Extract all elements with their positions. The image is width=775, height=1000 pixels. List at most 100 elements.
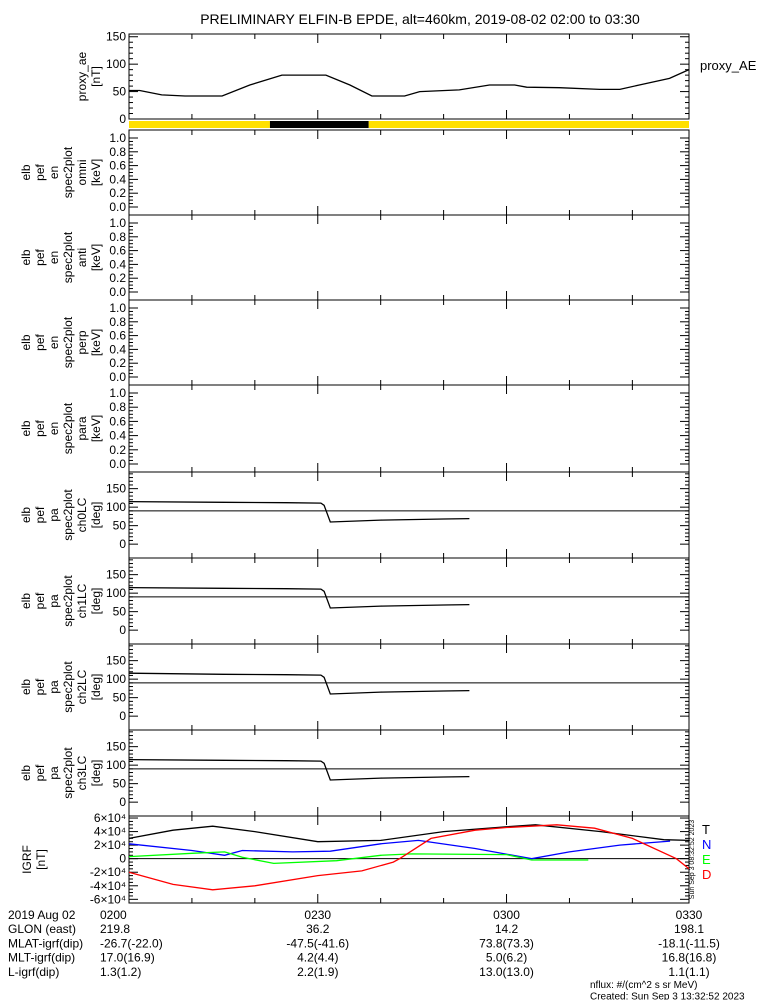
y-tick-label: 0.0 <box>109 457 126 471</box>
plot-frame <box>128 299 690 386</box>
y-axis-label-line: pef <box>33 678 47 695</box>
y-axis-label-line: pa <box>47 594 61 608</box>
y-tick-label: -4×10⁴ <box>90 879 126 893</box>
legend-N: N <box>702 837 711 852</box>
y-axis-label-line: pef <box>33 419 47 436</box>
y-tick-label: 150 <box>106 740 126 754</box>
ephemeris-value: 16.8(16.8) <box>662 951 717 965</box>
plot-frame <box>128 129 690 216</box>
created-note: Created: Sun Sep 3 13:32:52 2023 <box>590 992 745 1000</box>
y-tick-label: -6×10⁴ <box>90 892 126 906</box>
plot-frame <box>128 643 690 731</box>
y-axis-label-line: pef <box>33 248 47 265</box>
series-line-n <box>128 839 671 860</box>
units-note: nflux: #/(cm^2 s sr MeV) <box>590 980 698 991</box>
y-tick-label: 50 <box>113 691 127 705</box>
y-tick-label: 0.8 <box>109 145 126 159</box>
ephemeris-value: 36.2 <box>306 922 330 936</box>
legend-proxy-ae: proxy_AE <box>700 58 757 73</box>
y-tick-label: 6×10⁴ <box>94 811 126 825</box>
y-tick-label: 1.0 <box>109 216 126 230</box>
ephemeris-value: 2.2(1.9) <box>297 965 338 979</box>
series-line-t <box>128 824 690 843</box>
y-axis-label-line: spec2plot <box>61 402 75 454</box>
y-axis-label-line: spec2plot <box>61 316 75 368</box>
y-tick-label: 1.0 <box>109 301 126 315</box>
y-tick-label: 50 <box>113 777 127 791</box>
y-axis-label-line: elb <box>19 765 33 781</box>
ephemeris-label: MLAT-igrf(dip) <box>8 936 83 950</box>
y-tick-label: 0.4 <box>109 172 126 186</box>
ephemeris-value: 17.0(16.9) <box>100 951 155 965</box>
y-axis-label-line: spec2plot <box>61 231 75 283</box>
y-tick-label: 100 <box>106 57 126 71</box>
y-axis-label-line: pef <box>33 163 47 180</box>
ephemeris-value: 13.0(13.0) <box>479 965 534 979</box>
y-tick-label: 0.6 <box>109 329 126 343</box>
y-tick-label: 2×10⁴ <box>94 838 126 852</box>
bar-segment-black <box>269 121 369 128</box>
y-axis-label-line: elb <box>19 593 33 609</box>
plot-frame <box>128 815 690 904</box>
y-axis-label-line: pef <box>33 333 47 350</box>
y-axis-label-line: proxy_ae <box>75 51 89 101</box>
y-tick-label: 150 <box>106 482 126 496</box>
y-axis-label-line: ch1LC <box>75 583 89 618</box>
y-tick-label: 0.4 <box>109 429 126 443</box>
creation-side-text: Sun Sep 3 08:32:52 2023 <box>689 820 696 900</box>
y-axis-label-line: IGRF <box>20 845 34 874</box>
y-tick-label: 50 <box>113 519 127 533</box>
ephemeris-row: 2019 Aug 02 0200 0230 0300 0330 <box>8 908 703 922</box>
y-tick-label: 0.4 <box>109 257 126 271</box>
ephemeris-value: 1.1(1.1) <box>668 965 709 979</box>
plot-frame <box>128 557 690 645</box>
y-tick-label: 0.6 <box>109 414 126 428</box>
ephemeris-label: GLON (east) <box>8 922 76 936</box>
plot-frame <box>128 33 690 120</box>
y-tick-label: 0.4 <box>109 342 126 356</box>
y-axis-label-line: omni <box>75 159 89 185</box>
ephemeris-value: 0200 <box>100 908 127 922</box>
y-tick-label: 100 <box>106 500 126 514</box>
y-tick-label: 0.0 <box>109 285 126 299</box>
y-tick-label: 0.2 <box>109 443 126 457</box>
legend-D: D <box>702 867 711 882</box>
y-axis-label-line: [keV] <box>89 415 103 442</box>
y-axis-label-line: en <box>47 251 61 264</box>
series-line-loss-cone <box>128 586 470 609</box>
ephemeris-value: 14.2 <box>495 922 519 936</box>
y-axis-label-line: [keV] <box>89 244 103 271</box>
y-axis-label-line: pef <box>33 506 47 523</box>
y-tick-label: 0 <box>119 709 126 723</box>
y-axis-label-line: en <box>47 422 61 435</box>
panel-para: 0.00.20.40.60.81.0 elb pef en spec2plot para[… <box>19 384 690 473</box>
plot-title: PRELIMINARY ELFIN-B EPDE, alt=460km, 201… <box>200 11 640 27</box>
y-axis-label-line: en <box>47 166 61 179</box>
y-tick-label: 0.6 <box>109 244 126 258</box>
panel-science_zone_bar <box>129 121 689 128</box>
y-tick-label: 0.8 <box>109 315 126 329</box>
ephemeris-value: -47.5(-41.6) <box>286 936 349 950</box>
ephemeris-value: 4.2(4.4) <box>297 951 338 965</box>
plot-frame <box>128 214 690 301</box>
y-tick-label: 150 <box>106 30 126 44</box>
panel-ch1LC: 0 50 100 150 elb pef pa spec2plot ch1LC [deg] <box>19 557 690 645</box>
y-axis-label-line: [deg] <box>89 674 103 701</box>
panel-ch0LC: 0 50 100 150 elb pef pa spec2plot ch0LC [deg] <box>19 471 690 559</box>
y-axis-label-line: elb <box>19 334 33 350</box>
y-tick-label: 0 <box>119 623 126 637</box>
y-axis-label-line: spec2plot <box>61 489 75 541</box>
y-axis-label-line: spec2plot <box>61 747 75 799</box>
plot-frame <box>128 729 690 817</box>
y-tick-label: 0.2 <box>109 356 126 370</box>
series-line-d <box>128 824 690 891</box>
y-tick-label: 0 <box>119 112 126 126</box>
ephemeris-value: 219.8 <box>100 922 130 936</box>
series-line-loss-cone <box>128 758 470 781</box>
y-tick-label: 0 <box>119 852 126 866</box>
y-axis-label-line: [deg] <box>89 588 103 615</box>
bar-segment-yellow <box>129 121 270 128</box>
y-tick-label: 0.8 <box>109 230 126 244</box>
y-axis-label-line: para <box>75 416 89 440</box>
y-tick-label: 0.8 <box>109 400 126 414</box>
